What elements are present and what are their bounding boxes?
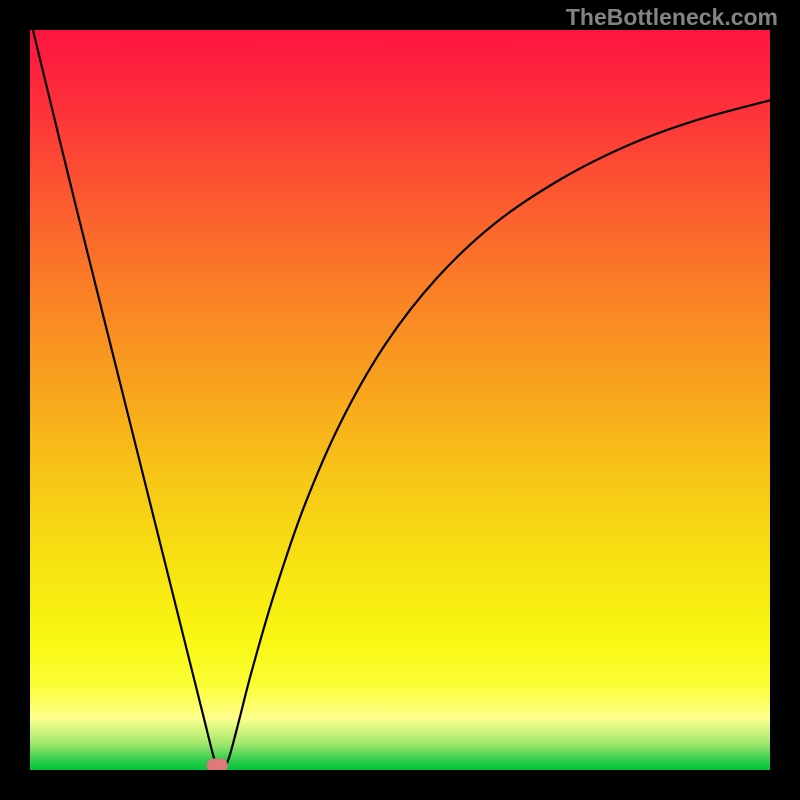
chart-container: TheBottleneck.com <box>0 0 800 800</box>
plot-svg <box>30 30 770 770</box>
watermark-text: TheBottleneck.com <box>566 4 778 31</box>
plot-area <box>30 30 770 770</box>
gradient-background <box>30 30 770 770</box>
minimum-marker <box>207 759 228 770</box>
